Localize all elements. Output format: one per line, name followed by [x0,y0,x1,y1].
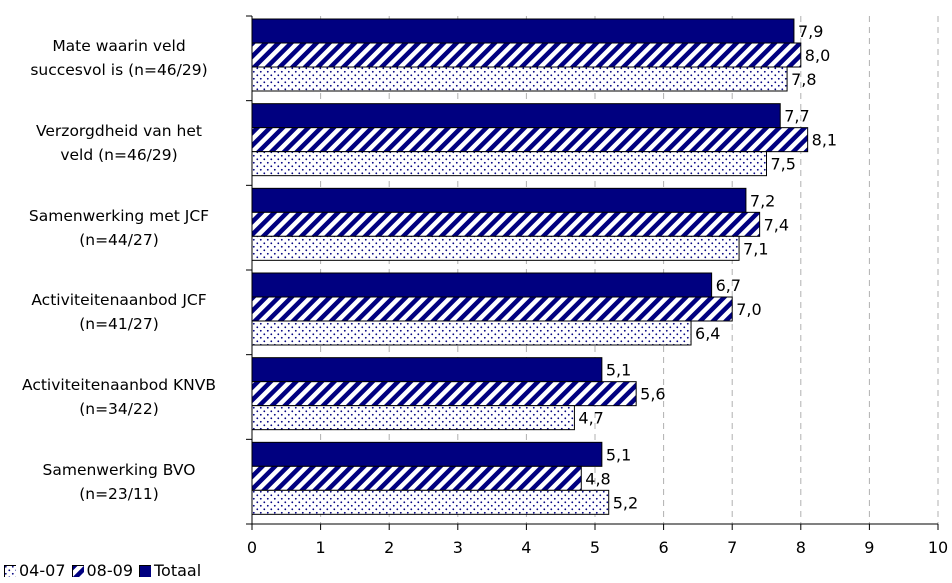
data-label: 8,0 [805,46,830,65]
data-label: 5,1 [606,445,631,464]
legend-swatch [4,565,16,577]
data-label: 7,0 [736,300,761,319]
data-label: 7,8 [791,70,816,89]
category-label-line: succesvol is (n=46/29) [30,61,208,80]
category-label: Samenwerking met JCF (n=44/27) [0,204,238,252]
bar-04-07 [251,66,788,92]
category-label: Samenwerking BVO (n=23/11) [0,458,238,506]
x-tick-label: 9 [864,538,874,557]
data-label: 4,7 [578,409,603,428]
category-label: Activiteitenaanbod KNVB (n=34/22) [0,373,238,421]
data-label: 6,4 [695,324,720,343]
data-label: 7,4 [764,215,789,234]
category-label-line: (n=23/11) [79,484,159,503]
x-tick-label: 5 [590,538,600,557]
bar-Totaal [251,357,603,383]
data-label: 7,9 [798,22,823,41]
bar-Totaal [251,18,795,44]
category-label-line: (n=41/27) [79,315,159,334]
x-tick-label: 1 [316,538,326,557]
x-tick-label: 4 [521,538,531,557]
data-label: 7,7 [784,107,809,126]
category-label-line: Activiteitenaanbod KNVB [22,376,216,394]
x-tick-label: 7 [727,538,737,557]
x-tick-label: 8 [796,538,806,557]
category-label: Activiteitenaanbod JCF (n=41/27) [0,288,238,336]
legend-swatch [71,565,84,577]
bar-Totaal [251,103,781,129]
category-label-line: Activiteitenaanbod JCF [31,291,207,310]
data-label: 8,1 [812,131,837,150]
category-label: Mate waarin veld succesvol is (n=46/29) [0,34,238,82]
legend-item: Totaal [139,561,201,581]
category-label-line: (n=34/22) [79,400,159,418]
bar-08-09 [251,465,582,491]
legend-label: 08-09 [86,561,134,580]
bar-08-09 [251,42,802,68]
bar-04-07 [251,320,692,346]
bar-04-07 [251,235,740,261]
x-tick-label: 3 [453,538,463,557]
x-tick-label: 2 [384,538,394,557]
gridlines [320,16,939,524]
x-tick-label: 10 [928,538,948,557]
legend-swatch [139,565,151,577]
data-label: 5,2 [613,493,638,512]
x-tick-label: 6 [659,538,669,557]
bar-08-09 [251,381,637,407]
bar-08-09 [251,211,761,237]
category-label-line: Verzorgdheid van het [36,122,202,140]
data-label: 7,5 [771,155,796,174]
bar-04-07 [251,151,767,177]
category-label: Verzorgdheid van het veld (n=46/29) [0,119,238,167]
legend: 04-07 08-09 Totaal [4,561,207,581]
x-tick-label: 0 [247,538,257,557]
data-label: 6,7 [716,276,741,295]
data-label: 7,1 [743,239,768,258]
bar-04-07 [251,489,610,515]
data-label: 7,2 [750,191,775,210]
category-label-line: Mate waarin veld [52,37,186,56]
bar-Totaal [251,272,713,298]
bar-08-09 [251,127,809,153]
legend-label: Totaal [154,561,202,580]
data-label: 4,8 [585,469,610,488]
data-label: 5,1 [606,361,631,380]
category-label-line: (n=44/27) [79,230,159,249]
bar-Totaal [251,441,603,467]
bar-04-07 [251,405,575,431]
bars [251,18,809,515]
bar-Totaal [251,187,747,213]
bar-08-09 [251,296,733,322]
legend-item: 04-07 [4,561,66,581]
data-label: 5,6 [640,385,665,404]
legend-label: 04-07 [19,561,66,580]
category-label-line: Samenwerking BVO [42,460,196,479]
category-label-line: Samenwerking met JCF [28,206,210,225]
category-label-line: veld (n=46/29) [60,146,178,164]
legend-item: 08-09 [71,561,134,581]
x-axis: 0 1 2 3 4 5 6 7 8 9 10 [246,15,948,557]
data-labels: 7,9 8,0 7,8 7,78,1 7,5 7,2 7,4 7,16,7 7,0 6,4 5,1 5… [578,22,837,512]
